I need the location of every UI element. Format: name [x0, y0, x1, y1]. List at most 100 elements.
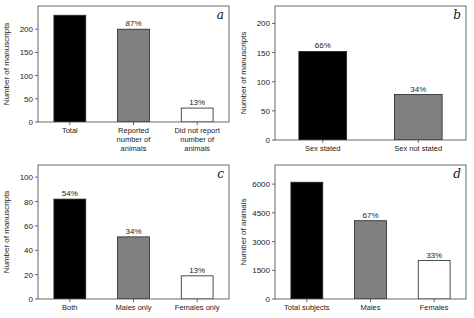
x-tick: [69, 122, 70, 125]
plot-frame: [38, 6, 229, 122]
y-tick: [35, 299, 38, 300]
plot-frame: [275, 6, 466, 140]
x-tick: [133, 122, 134, 125]
bar-annotation: 34%: [125, 227, 141, 236]
x-tick-label-line: Total subjects: [284, 303, 330, 312]
x-tick-label-line: Sex not stated: [394, 144, 442, 153]
x-tick: [197, 299, 198, 302]
y-tick-label: 4500: [252, 209, 270, 218]
x-tick-label: Sex stated: [305, 144, 340, 153]
x-tick-label-line: Males only: [116, 303, 152, 312]
y-tick: [35, 274, 38, 275]
panel-label: d: [453, 167, 461, 181]
bars: [291, 182, 450, 299]
x-tick-label-line: animals: [184, 144, 210, 153]
y-tick: [35, 75, 38, 76]
y-tick-label: 50: [261, 107, 270, 116]
x-tick-label-line: Reported: [118, 126, 149, 135]
y-tick-label: 0: [29, 295, 34, 304]
bar-annotation: 67%: [362, 211, 378, 220]
y-tick-label: 50: [24, 95, 33, 104]
panel: 020406080100Number of manuscriptsBothMal…: [2, 165, 229, 312]
x-tick-label: Females: [420, 303, 449, 312]
x-tick-label-line: Females: [420, 303, 449, 312]
x-tick: [370, 299, 371, 302]
panel-label: c: [217, 167, 224, 181]
x-tick-label-line: animals: [121, 144, 147, 153]
bar: [355, 221, 387, 299]
y-axis-label: Number of animals: [239, 198, 248, 265]
y-tick: [35, 52, 38, 53]
y-tick: [272, 23, 275, 24]
bars: [299, 51, 442, 140]
plot-frame: [38, 165, 229, 299]
y-tick-label: 40: [24, 246, 33, 255]
y-tick-label: 0: [29, 118, 34, 127]
bar-annotation: 13%: [189, 266, 205, 275]
bar-annotation: 66%: [315, 41, 331, 50]
panel: 050100150200Number of manuscriptsTotalRe…: [2, 6, 229, 153]
panel: 01500300045006000Number of animalsTotal …: [239, 165, 466, 312]
x-tick-label-line: number of: [117, 135, 152, 144]
x-tick-label-line: Total: [62, 126, 78, 135]
bars: [54, 15, 213, 122]
panel-label: b: [453, 8, 461, 22]
y-tick: [35, 177, 38, 178]
y-tick: [272, 184, 275, 185]
y-tick-label: 3000: [252, 238, 270, 247]
bar: [118, 237, 150, 299]
x-tick-label: Total subjects: [284, 303, 330, 312]
x-tick-label: Sex not stated: [394, 144, 442, 153]
x-tick-label: Total: [62, 126, 78, 135]
y-tick: [272, 81, 275, 82]
y-tick: [272, 52, 275, 53]
y-tick: [272, 299, 275, 300]
y-tick: [272, 110, 275, 111]
y-tick: [35, 201, 38, 202]
y-tick-label: 0: [266, 136, 271, 145]
y-tick: [35, 250, 38, 251]
x-tick: [133, 299, 134, 302]
y-tick-label: 150: [20, 48, 34, 57]
y-tick-label: 20: [24, 271, 33, 280]
x-tick-label-line: number of: [180, 135, 215, 144]
y-tick: [272, 140, 275, 141]
x-tick: [322, 140, 323, 143]
x-tick-label: Did not reportnumber ofanimals: [174, 126, 220, 153]
bar: [181, 276, 213, 299]
plot-frame: [275, 165, 466, 299]
y-tick-label: 200: [20, 25, 34, 34]
panel: 050100150200Number of manuscriptsSex sta…: [239, 6, 466, 153]
bar: [54, 199, 86, 299]
y-tick-label: 80: [24, 198, 33, 207]
y-tick: [35, 122, 38, 123]
x-tick-label: Females only: [175, 303, 220, 312]
y-tick-label: 0: [266, 295, 271, 304]
bar: [418, 261, 450, 299]
x-tick: [434, 299, 435, 302]
x-tick: [69, 299, 70, 302]
panel-label: a: [217, 8, 224, 22]
y-tick-label: 1500: [252, 266, 270, 275]
y-tick-label: 200: [257, 19, 271, 28]
y-tick: [35, 98, 38, 99]
bars: [54, 199, 213, 299]
y-axis-label: Number of manuscripts: [239, 32, 248, 115]
figure: 050100150200Number of manuscriptsTotalRe…: [0, 0, 474, 318]
x-tick: [197, 122, 198, 125]
y-tick: [272, 212, 275, 213]
bar: [394, 95, 442, 140]
y-tick: [35, 29, 38, 30]
bar-annotation: 87%: [125, 19, 141, 28]
x-tick-label-line: Both: [62, 303, 77, 312]
bar: [54, 15, 86, 122]
x-tick: [306, 299, 307, 302]
x-tick-label-line: Did not report: [174, 126, 220, 135]
y-tick-label: 60: [24, 222, 33, 231]
y-tick: [35, 225, 38, 226]
bar: [291, 182, 323, 299]
x-tick-label: Reportednumber ofanimals: [117, 126, 152, 153]
y-tick: [272, 241, 275, 242]
y-axis-label: Number of manuscripts: [2, 191, 11, 274]
x-tick: [418, 140, 419, 143]
